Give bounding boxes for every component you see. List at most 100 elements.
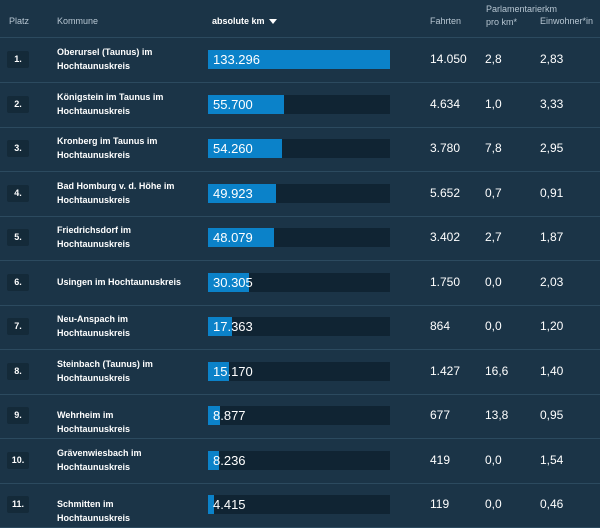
parlamentarierkm-value: 1,0	[485, 96, 502, 111]
header-kommune: Kommune	[57, 16, 99, 26]
km-bar-track: 17.363	[208, 317, 390, 336]
fahrten-value: 3.780	[430, 141, 461, 155]
einwohner-value: 0,91	[540, 185, 564, 200]
parlamentarierkm-value: 0,0	[485, 452, 502, 467]
table-row: 11. Schmitten im Hochtaunuskreis 4.415 119 0…	[0, 482, 600, 528]
header-absolute-km-sort[interactable]: absolute km	[212, 16, 277, 26]
parlamentarierkm-value: 13,8	[485, 408, 509, 422]
kommune-name: Friedrichsdorf im Hochtaunuskreis	[57, 225, 132, 249]
einwohner-value: 1,40	[540, 363, 564, 378]
km-value: 8.877	[213, 408, 246, 423]
rank-badge: 3.	[7, 140, 29, 157]
parlamentarierkm-value: 2,7	[485, 230, 502, 244]
rank-badge: 11.	[7, 496, 29, 513]
km-bar-fill	[208, 228, 274, 247]
header-fahrten: Fahrten	[430, 16, 462, 26]
km-bar-fill	[208, 317, 232, 336]
table-row: 1. Oberursel (Taunus) im Hochtaunuskreis 1…	[0, 37, 600, 83]
header-einwohner: Einwohner*in	[540, 16, 594, 26]
parlamentarierkm-value: 2,8	[485, 52, 502, 66]
parlamentarierkm-value: 0,0	[485, 497, 502, 511]
kommune-name: Neu-Anspach im Hochtaunuskreis	[57, 314, 131, 338]
rank-badge: 2.	[7, 95, 29, 113]
table-row: 9. Wehrheim im Hochtaunuskreis 8.877 677 13,…	[0, 393, 600, 439]
km-bar-track: 55.700	[208, 94, 390, 114]
einwohner-value: 2,83	[540, 52, 564, 66]
einwohner-value: 0,46	[540, 497, 564, 511]
rank-badge: 7.	[7, 318, 29, 335]
km-value: 48.079	[213, 230, 253, 245]
rank-badge: 9.	[7, 407, 29, 424]
table-row: 4. Bad Homburg v. d. Höhe im Hochtaunuskr…	[0, 171, 600, 217]
fahrten-value: 677	[430, 408, 451, 422]
fahrten-value: 1.750	[430, 274, 461, 289]
einwohner-value: 2,95	[540, 141, 564, 155]
km-value: 30.305	[213, 274, 253, 290]
table-row: 6. Usingen im Hochtaunuskreis 30.305 1.750 0…	[0, 260, 600, 306]
km-bar-track: 48.079	[208, 228, 390, 247]
rank-badge: 5.	[7, 229, 29, 246]
parlamentarierkm-value: 16,6	[485, 363, 509, 378]
parlamentarierkm-value: 0,7	[485, 185, 502, 200]
header-platz: Platz	[9, 16, 30, 26]
kommune-name: Schmitten im Hochtaunuskreis	[57, 499, 131, 523]
sort-descending-icon	[268, 19, 277, 25]
fahrten-value: 5.652	[430, 185, 461, 200]
header-parlamentarierkm: Parlamentarierkm pro km*	[486, 4, 558, 27]
fahrten-value: 4.634	[430, 96, 461, 111]
table-row: 5. Friedrichsdorf im Hochtaunuskreis 48.07…	[0, 215, 600, 261]
km-value: 54.260	[213, 141, 253, 156]
table-row: 2. Königstein im Taunus im Hochtaunuskrei…	[0, 82, 600, 128]
km-bar-fill	[208, 94, 285, 114]
kommune-name: Kronberg im Taunus im Hochtaunuskreis	[57, 136, 158, 160]
km-bar-track: 4.415	[208, 495, 390, 514]
parlamentarierkm-value: 0,0	[485, 319, 502, 333]
einwohner-value: 1,54	[540, 452, 564, 467]
km-bar-fill	[208, 495, 215, 514]
kommune-name: Usingen im Hochtaunuskreis	[57, 276, 182, 287]
rank-badge: 6.	[7, 273, 29, 291]
km-value: 15.170	[213, 363, 253, 379]
km-bar-track: 30.305	[208, 272, 390, 292]
km-bar-track: 15.170	[208, 361, 390, 381]
rank-badge: 1.	[7, 51, 29, 68]
rank-badge: 10.	[7, 451, 29, 469]
km-bar-fill	[208, 139, 283, 158]
km-bar-fill	[208, 406, 221, 425]
table-row: 10. Grävenwiesbach im Hochtaunuskreis 8.23…	[0, 438, 600, 484]
fahrten-value: 3.402	[430, 230, 461, 244]
km-value: 8.236	[213, 452, 246, 468]
km-value: 4.415	[213, 497, 246, 512]
km-value: 49.923	[213, 185, 253, 201]
km-bar-fill	[208, 272, 250, 292]
km-value: 55.700	[213, 96, 253, 112]
table-row: 8. Steinbach (Taunus) im Hochtaunuskreis 1…	[0, 349, 600, 395]
parlamentarierkm-value: 7,8	[485, 141, 502, 155]
fahrten-value: 1.427	[430, 363, 461, 378]
parlamentarierkm-value: 0,0	[485, 274, 502, 289]
km-bar-fill	[208, 450, 220, 470]
km-value: 133.296	[213, 52, 260, 67]
fahrten-value: 14.050	[430, 52, 467, 66]
header-absolute-km-label: absolute km	[212, 16, 265, 26]
rank-badge: 4.	[7, 184, 29, 202]
einwohner-value: 0,95	[540, 408, 564, 422]
km-bar-track: 49.923	[208, 183, 390, 203]
km-bar-fill	[208, 361, 229, 381]
km-bar-track: 54.260	[208, 139, 390, 158]
einwohner-value: 3,33	[540, 96, 564, 111]
km-bar-track: 8.236	[208, 450, 390, 470]
rank-badge: 8.	[7, 362, 29, 380]
kommune-name: Steinbach (Taunus) im Hochtaunuskreis	[57, 358, 153, 383]
table-row: 3. Kronberg im Taunus im Hochtaunuskreis 5…	[0, 126, 600, 172]
einwohner-value: 2,03	[540, 274, 564, 289]
einwohner-value: 1,20	[540, 319, 564, 333]
fahrten-value: 119	[430, 497, 450, 511]
kommune-name: Königstein im Taunus im Hochtaunuskreis	[57, 91, 164, 116]
einwohner-value: 1,87	[540, 230, 564, 244]
fahrten-value: 864	[430, 319, 451, 333]
km-bar-fill	[208, 183, 277, 203]
fahrten-value: 419	[430, 452, 451, 467]
kommune-name: Bad Homburg v. d. Höhe im Hochtaunuskrei…	[57, 180, 175, 205]
